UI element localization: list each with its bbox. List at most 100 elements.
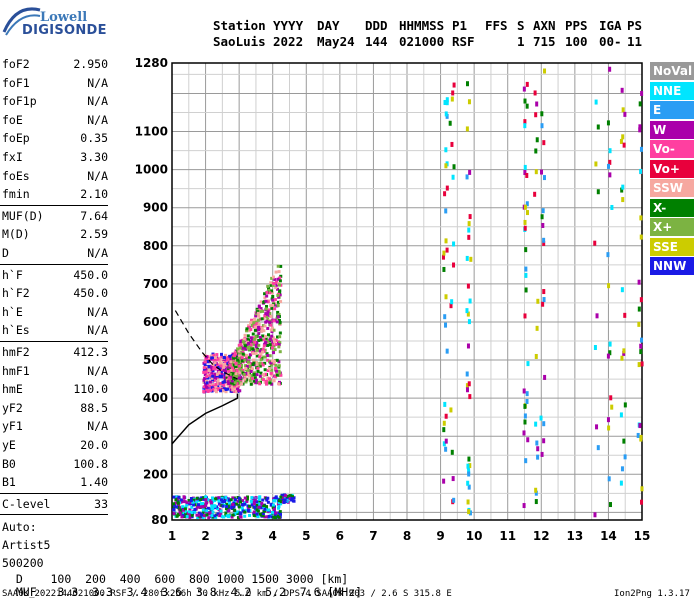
trace-point xyxy=(261,324,265,328)
trace-point xyxy=(189,500,193,504)
trace-point xyxy=(270,326,274,330)
trace-point xyxy=(176,497,180,501)
trace-point xyxy=(231,358,235,362)
trace-point xyxy=(623,111,627,117)
y-tick-label: 300 xyxy=(143,429,168,443)
trace-point xyxy=(444,294,448,300)
trace-point xyxy=(220,355,224,359)
trace-point xyxy=(254,352,258,356)
trace-point xyxy=(292,499,296,503)
trace-point xyxy=(252,513,256,517)
trace-point xyxy=(205,509,209,513)
trace-point xyxy=(190,515,194,519)
param-name: M(D) xyxy=(2,227,30,242)
trace-point xyxy=(219,352,223,356)
trace-point xyxy=(258,382,262,386)
trace-point xyxy=(261,347,265,351)
trace-point xyxy=(230,376,234,380)
trace-point xyxy=(196,503,200,507)
trace-point xyxy=(191,500,195,504)
trace-point xyxy=(190,505,194,509)
trace-point xyxy=(257,314,261,318)
trace-point xyxy=(265,294,269,298)
trace-point xyxy=(465,81,469,87)
trace-point xyxy=(278,283,282,287)
trace-point xyxy=(608,172,612,178)
muf-label: MUF xyxy=(15,585,37,599)
trace-point xyxy=(172,502,176,506)
param-value: 100.8 xyxy=(73,456,108,471)
trace-point xyxy=(252,358,256,362)
trace-point xyxy=(272,351,276,355)
trace-point xyxy=(230,379,234,383)
trace-point xyxy=(262,316,266,320)
trace-point xyxy=(209,388,213,392)
trace-point xyxy=(223,360,227,364)
trace-point xyxy=(214,388,218,392)
trace-point xyxy=(224,353,228,357)
trace-point xyxy=(467,471,471,477)
trace-point xyxy=(232,369,236,373)
trace-point xyxy=(465,308,469,314)
x-tick-label: 10 xyxy=(466,529,483,543)
trace-point xyxy=(258,380,262,384)
trace-point xyxy=(288,494,292,498)
trace-point xyxy=(223,499,227,503)
trace-point xyxy=(243,377,247,381)
trace-point xyxy=(182,499,186,503)
trace-point xyxy=(222,515,226,519)
trace-point xyxy=(268,320,272,324)
trace-point xyxy=(243,502,247,506)
trace-point xyxy=(466,463,470,469)
trace-point xyxy=(523,98,527,104)
header-label: IGA xyxy=(599,18,622,33)
trace-point xyxy=(221,389,225,393)
trace-point xyxy=(269,304,273,308)
trace-point xyxy=(467,319,471,325)
x-tick-label: 2 xyxy=(201,529,209,543)
trace-point xyxy=(241,502,245,506)
trace-point xyxy=(468,169,472,175)
trace-point xyxy=(249,382,253,386)
header-label: Station xyxy=(213,18,266,33)
trace-point xyxy=(465,387,469,393)
trace-point xyxy=(211,374,215,378)
trace-point xyxy=(596,124,600,130)
trace-point xyxy=(240,346,244,350)
trace-point xyxy=(243,514,247,518)
trace-point xyxy=(247,341,251,345)
trace-point xyxy=(525,103,529,109)
trace-point xyxy=(257,498,261,502)
trace-point xyxy=(274,338,278,342)
trace-point xyxy=(219,364,223,368)
param-value: N/A xyxy=(87,168,108,183)
x-tick-label: 6 xyxy=(336,529,344,543)
trace-point xyxy=(277,515,281,519)
trace-point xyxy=(193,507,197,511)
trace-point xyxy=(214,515,218,519)
param-name: h`E xyxy=(2,304,23,319)
x-tick-label: 3 xyxy=(235,529,243,543)
trace-point xyxy=(639,234,643,240)
trace-point xyxy=(271,503,275,507)
trace-point xyxy=(240,356,244,360)
header-value: 144 xyxy=(365,34,388,49)
trace-point xyxy=(256,311,260,315)
trace-point xyxy=(258,355,262,359)
trace-point xyxy=(219,370,223,374)
trace-point xyxy=(235,382,239,386)
trace-point xyxy=(270,318,274,322)
trace-point xyxy=(250,503,254,507)
param-name: hmF2 xyxy=(2,345,30,359)
trace-point xyxy=(211,363,215,367)
trace-point xyxy=(610,204,614,210)
trace-point xyxy=(638,124,642,130)
trace-point xyxy=(269,371,273,375)
trace-point xyxy=(524,287,528,293)
trace-point xyxy=(263,515,267,519)
param-value: N/A xyxy=(87,363,108,378)
trace-point xyxy=(525,398,529,404)
trace-point xyxy=(271,359,275,363)
legend-item: Vo- xyxy=(650,140,694,158)
trace-point xyxy=(255,328,259,332)
